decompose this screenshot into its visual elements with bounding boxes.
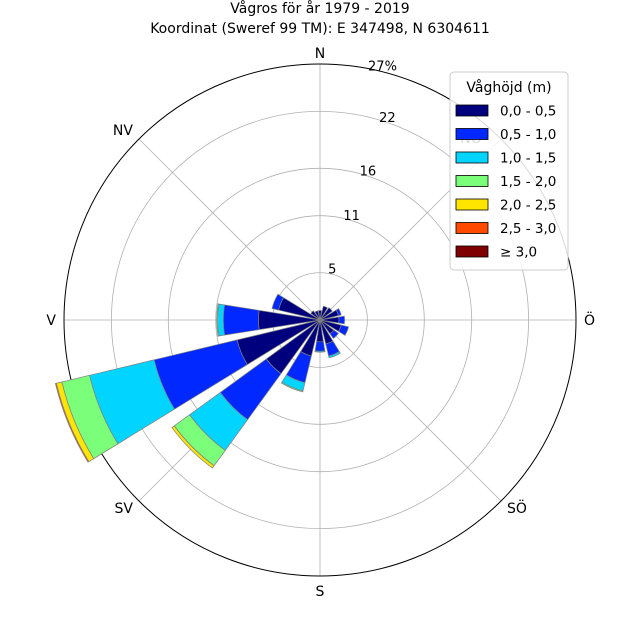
legend-label: 1,0 - 1,5 (500, 151, 556, 167)
legend-swatch (455, 104, 489, 117)
sector-bar (271, 293, 285, 311)
legend-swatch (455, 245, 489, 258)
sector-bar (314, 350, 326, 353)
legend-label: 1,5 - 2,0 (500, 174, 556, 190)
legend-label: 0,0 - 0,5 (500, 104, 556, 120)
direction-label: SV (115, 501, 134, 517)
legend-swatch (455, 222, 489, 234)
legend-title: Våghöjd (m) (466, 79, 551, 96)
legend-label: 2,5 - 3,0 (500, 221, 556, 237)
legend-label: 0,5 - 1,0 (500, 127, 556, 143)
sector-bar (216, 303, 220, 337)
legend-swatch (455, 175, 489, 187)
sector-bar (171, 425, 215, 469)
legend-swatch (455, 198, 489, 211)
direction-label: V (46, 313, 56, 329)
sector-bar (319, 305, 328, 321)
sector-bar (329, 329, 339, 339)
grid-spoke (138, 138, 321, 321)
legend-swatch (455, 151, 489, 164)
radial-max-label: 27% (368, 60, 397, 75)
direction-label: N (315, 46, 325, 62)
sector-bar (54, 382, 90, 463)
polar-grid (63, 63, 577, 577)
chart-title: Vågros för år 1979 - 2019 (230, 0, 409, 17)
grid-spoke (319, 319, 502, 502)
sector-bar (338, 324, 350, 336)
direction-label: SÖ (507, 499, 527, 517)
legend-box (449, 71, 569, 271)
sector-bar (335, 308, 342, 316)
radial-tick-label: 5 (328, 262, 336, 277)
direction-label: Ö (584, 311, 595, 329)
rose-sectors (54, 293, 350, 469)
outer-ring (63, 63, 577, 577)
sector-bar (314, 341, 326, 352)
legend-label: 2,0 - 2,5 (500, 198, 556, 214)
sector-bar (319, 307, 333, 321)
legend-swatch (455, 128, 489, 140)
radial-tick-label: 22 (379, 111, 396, 126)
direction-label: NV (113, 123, 133, 139)
legend: Våghöjd (m) 0,0 - 0,5 0,5 - 1,0 1,0 - 1,5 1,… (449, 71, 569, 271)
sector-bar (314, 310, 321, 321)
radial-tick-label: 16 (360, 164, 377, 179)
chart-subtitle: Koordinat (Sweref 99 TM): E 347498, N 63… (150, 21, 490, 37)
direction-label: S (316, 584, 325, 600)
sector-bar (280, 381, 304, 393)
sector-bar (328, 351, 341, 359)
sector-bar (217, 303, 225, 337)
legend-label: ≥ 3,0 (500, 245, 537, 261)
sector-bar (222, 304, 260, 336)
sector-bar (338, 315, 346, 325)
radial-tick-label: 11 (343, 209, 360, 224)
